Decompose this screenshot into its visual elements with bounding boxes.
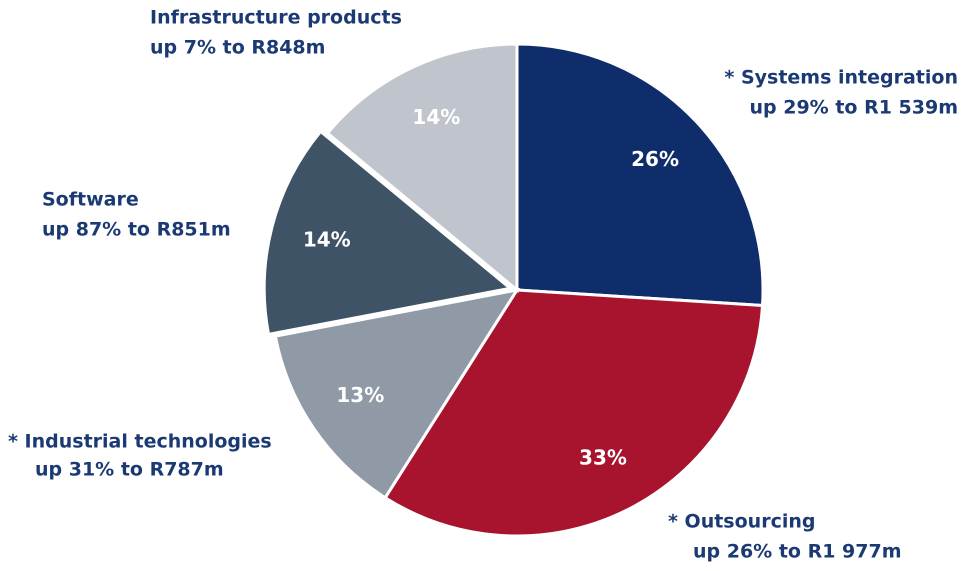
- category-label: Software: [42, 189, 139, 211]
- category-subtitle: up 31% to R787m: [35, 459, 224, 481]
- slice-label: 13%: [336, 383, 384, 407]
- pie-slice: [262, 129, 514, 337]
- slice-label: 33%: [579, 445, 627, 469]
- slice-label: 26%: [631, 147, 679, 171]
- category-label: * Outsourcing: [668, 511, 815, 533]
- category-label: Infrastructure products: [150, 7, 402, 29]
- category-subtitle: up 7% to R848m: [150, 37, 325, 59]
- pie-slice: [515, 42, 765, 308]
- category-subtitle: up 87% to R851m: [42, 219, 231, 241]
- category-label: * Systems integration: [724, 67, 958, 89]
- category-subtitle: up 26% to R1 977m: [693, 541, 902, 563]
- pie-slice: [325, 42, 519, 294]
- pie-slice: [273, 287, 521, 500]
- category-label: * Industrial technologies: [8, 431, 272, 453]
- slice-label: 14%: [303, 228, 351, 252]
- category-subtitle: up 29% to R1 539m: [749, 97, 958, 119]
- slice-label: 14%: [412, 105, 460, 129]
